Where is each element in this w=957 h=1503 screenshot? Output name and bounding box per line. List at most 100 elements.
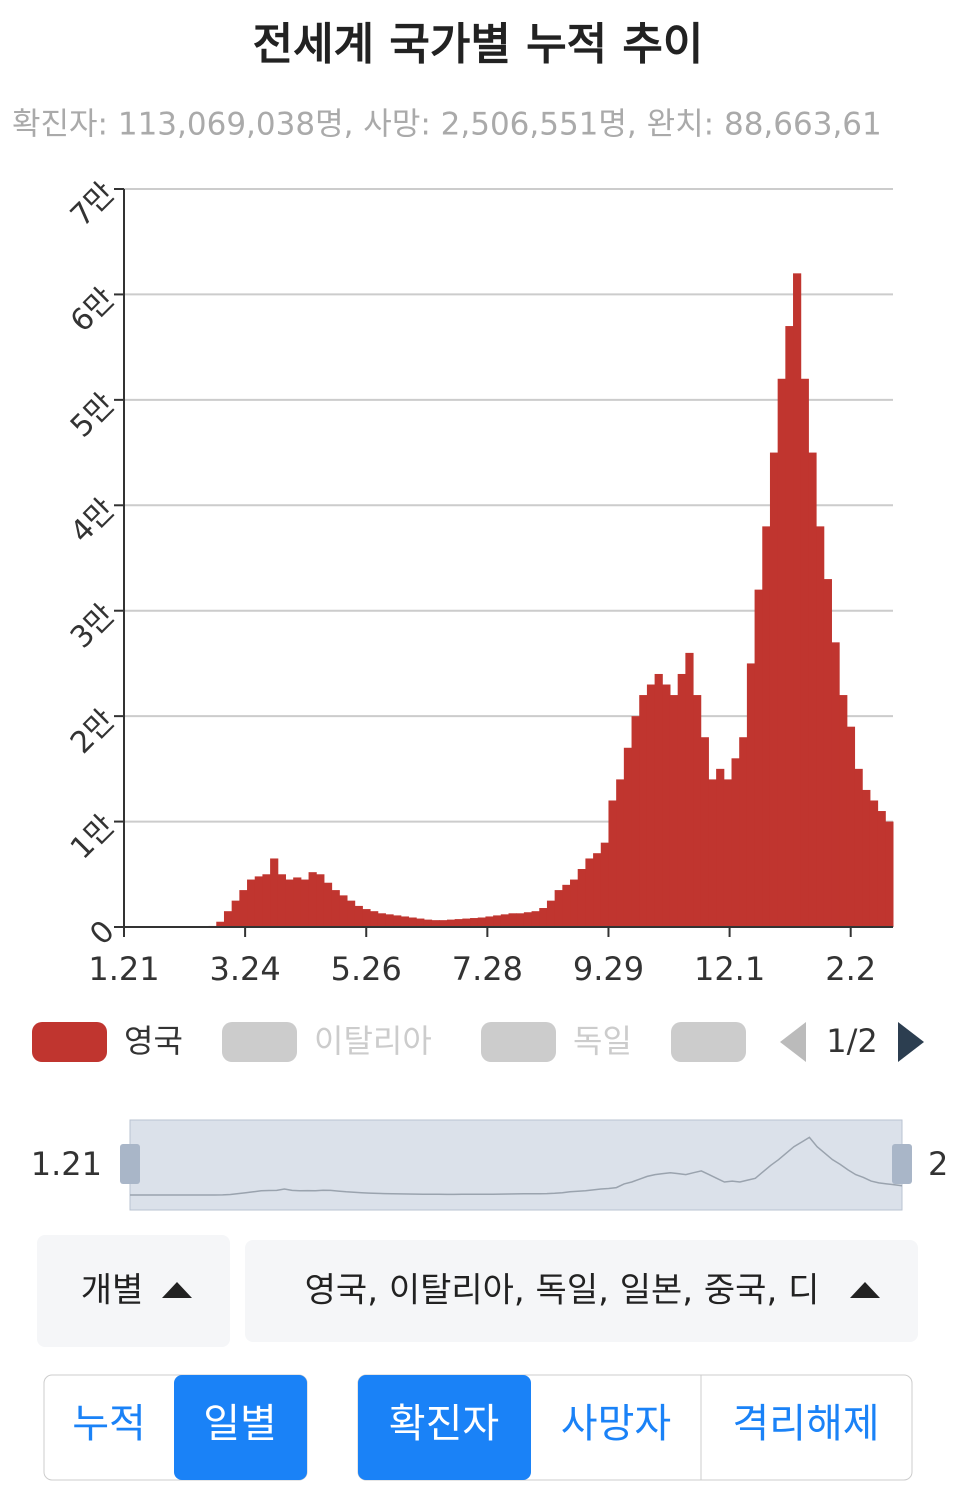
bar [216, 921, 225, 927]
button-label[interactable]: 일별 [203, 1401, 277, 1447]
bar [685, 652, 694, 927]
bar [831, 642, 840, 927]
bar [308, 872, 317, 927]
bar [508, 913, 517, 927]
bar [754, 589, 763, 927]
bar [877, 811, 886, 927]
legend-swatch[interactable] [671, 1022, 746, 1062]
mode-dropdown[interactable] [37, 1235, 230, 1347]
bar [808, 452, 817, 927]
x-tick-label: 5.26 [331, 950, 402, 988]
bar [254, 876, 263, 927]
bar [377, 913, 386, 927]
navigator-line [130, 1136, 903, 1196]
bar [577, 869, 586, 927]
navigator-handle[interactable] [120, 1144, 140, 1184]
bar [816, 526, 825, 927]
y-tick-label: 7만 [64, 176, 122, 234]
button-label[interactable]: 확진자 [389, 1401, 499, 1447]
bar [362, 909, 371, 927]
bar [516, 913, 525, 927]
bar [385, 914, 394, 927]
bar [800, 378, 809, 927]
bar [247, 879, 256, 927]
bar [585, 858, 594, 927]
bar [677, 673, 686, 927]
bar [570, 879, 579, 927]
bar [554, 890, 563, 927]
mode-dropdown-label: 개별 [81, 1271, 144, 1311]
bar [616, 779, 625, 927]
bar [231, 900, 240, 927]
bar [785, 326, 794, 927]
legend-page: 1/2 [826, 1022, 878, 1060]
legend-swatch[interactable] [481, 1022, 556, 1062]
legend-prev[interactable] [780, 1022, 806, 1062]
bar [223, 911, 233, 927]
button-label[interactable]: 사망자 [561, 1401, 671, 1447]
bar [769, 452, 779, 927]
country-dropdown-label: 영국, 이탈리아, 독일, 일본, 중국, 디 [305, 1271, 820, 1311]
button-selected[interactable] [174, 1375, 307, 1480]
legend-label[interactable]: 이탈리아 [314, 1022, 432, 1060]
legend-label[interactable]: 영국 [124, 1022, 183, 1060]
bar [562, 884, 571, 927]
button-label[interactable]: 누적 [72, 1401, 146, 1447]
y-tick-label: 4만 [64, 492, 122, 550]
bar [293, 877, 302, 927]
x-tick-label: 2.2 [825, 950, 876, 988]
bar [408, 917, 417, 927]
bar [669, 695, 679, 927]
legend-label[interactable]: 독일 [573, 1022, 632, 1060]
y-tick-label: 6만 [64, 281, 122, 339]
x-tick-label: 1.21 [88, 950, 159, 988]
button-selected[interactable] [358, 1375, 531, 1480]
bar [477, 917, 486, 927]
y-tick-label: 5만 [64, 387, 122, 445]
bar [354, 905, 363, 927]
bar [462, 918, 471, 927]
legend-swatch[interactable] [222, 1022, 297, 1062]
bar [277, 874, 286, 927]
x-tick-label: 3.24 [209, 950, 280, 988]
bar [316, 874, 325, 927]
bar [339, 895, 348, 927]
y-tick-label: 3만 [64, 598, 122, 656]
bar [370, 911, 379, 927]
bar [454, 919, 463, 927]
dropdown-arrow [850, 1282, 880, 1298]
legend-swatch[interactable] [32, 1022, 107, 1062]
bar [439, 920, 448, 927]
button-label[interactable]: 격리해제 [732, 1401, 879, 1447]
legend-next[interactable] [898, 1022, 924, 1062]
bar [485, 916, 494, 927]
country-dropdown[interactable] [245, 1240, 918, 1342]
bar [423, 919, 433, 927]
chart-subtitle: 확진자: 113,069,038명, 사망: 2,506,551명, 완치: 8… [12, 107, 882, 143]
navigator-handle[interactable] [892, 1144, 912, 1184]
bar [539, 908, 548, 927]
bar [446, 919, 456, 927]
bar [331, 890, 340, 927]
bar [708, 779, 717, 927]
y-tick-label: 2만 [64, 703, 122, 761]
bar [393, 915, 402, 927]
bar [400, 916, 410, 927]
bar [731, 758, 740, 927]
bar [885, 821, 894, 927]
bar [646, 684, 656, 927]
x-tick-label: 12.1 [694, 950, 765, 988]
dropdown-arrow [162, 1282, 192, 1298]
bar [523, 912, 533, 927]
navigator[interactable] [129, 1119, 903, 1211]
chart-title: 전세계 국가별 누적 추이 [253, 19, 704, 70]
bar [285, 879, 294, 927]
x-tick-label: 9.29 [573, 950, 644, 988]
bar [270, 858, 279, 927]
bar [716, 768, 725, 927]
navigator-end: 2 [928, 1145, 948, 1183]
bar [846, 726, 856, 927]
bar [869, 800, 879, 927]
